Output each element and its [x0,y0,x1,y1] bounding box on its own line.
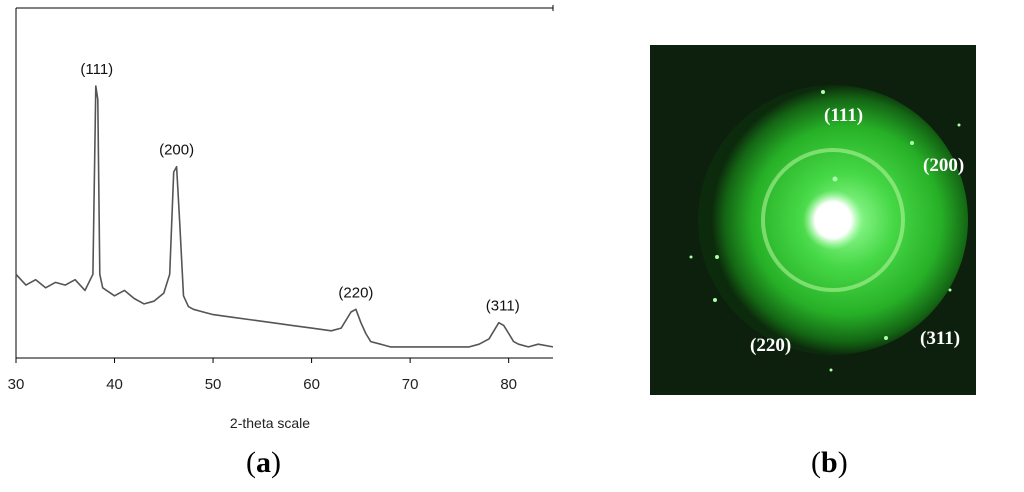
saed-spot [821,90,825,94]
saed-label-220: (220) [750,335,792,356]
x-tick-label: 70 [402,376,419,393]
x-axis-label: 2-theta scale [230,415,310,431]
peak-label: (111) [80,61,113,78]
saed-spot [884,336,888,340]
saed-spot [910,141,914,145]
saed-diffraction-svg [650,45,976,395]
panel-label-a: (a) [246,446,281,479]
xrd-plot-area [15,85,554,348]
panel-label-b: (b) [811,446,848,479]
saed-label-311: (311) [920,328,961,349]
xrd-axes [15,5,554,359]
saed-pattern-image: (111) (200) (220) (311) [650,45,976,395]
peak-label: (220) [338,284,373,301]
saed-spot [829,368,833,372]
saed-ring-111 [761,148,905,292]
x-tick-label: 80 [500,376,517,393]
x-tick-label: 30 [8,376,25,393]
xrd-chart-panel: 30 40 50 60 70 80 (111) (200) (220) (311) 2-thet… [8,5,554,431]
xrd-annotations: (111) (200) (220) (311) [80,61,519,315]
saed-label-200: (200) [923,155,965,176]
x-tick-label: 40 [106,376,123,393]
xrd-series-line [15,85,554,348]
peak-label: (200) [159,142,194,159]
peak-label: (311) [486,298,520,315]
saed-spot [832,176,838,182]
saed-spot [713,298,717,302]
saed-spot [715,255,719,259]
saed-label-111: (111) [824,105,864,126]
x-tick-label: 50 [205,376,222,393]
saed-diffraction-spots [689,90,961,372]
xrd-ticks: 30 40 50 60 70 80 [8,358,517,393]
saed-spot [957,123,961,127]
saed-spot [948,288,952,292]
saed-spot [689,255,693,259]
x-tick-label: 60 [303,376,320,393]
xrd-chart: 30 40 50 60 70 80 (111) (200) (220) (311) 2-thet… [8,5,554,431]
saed-central-beam [803,190,863,250]
